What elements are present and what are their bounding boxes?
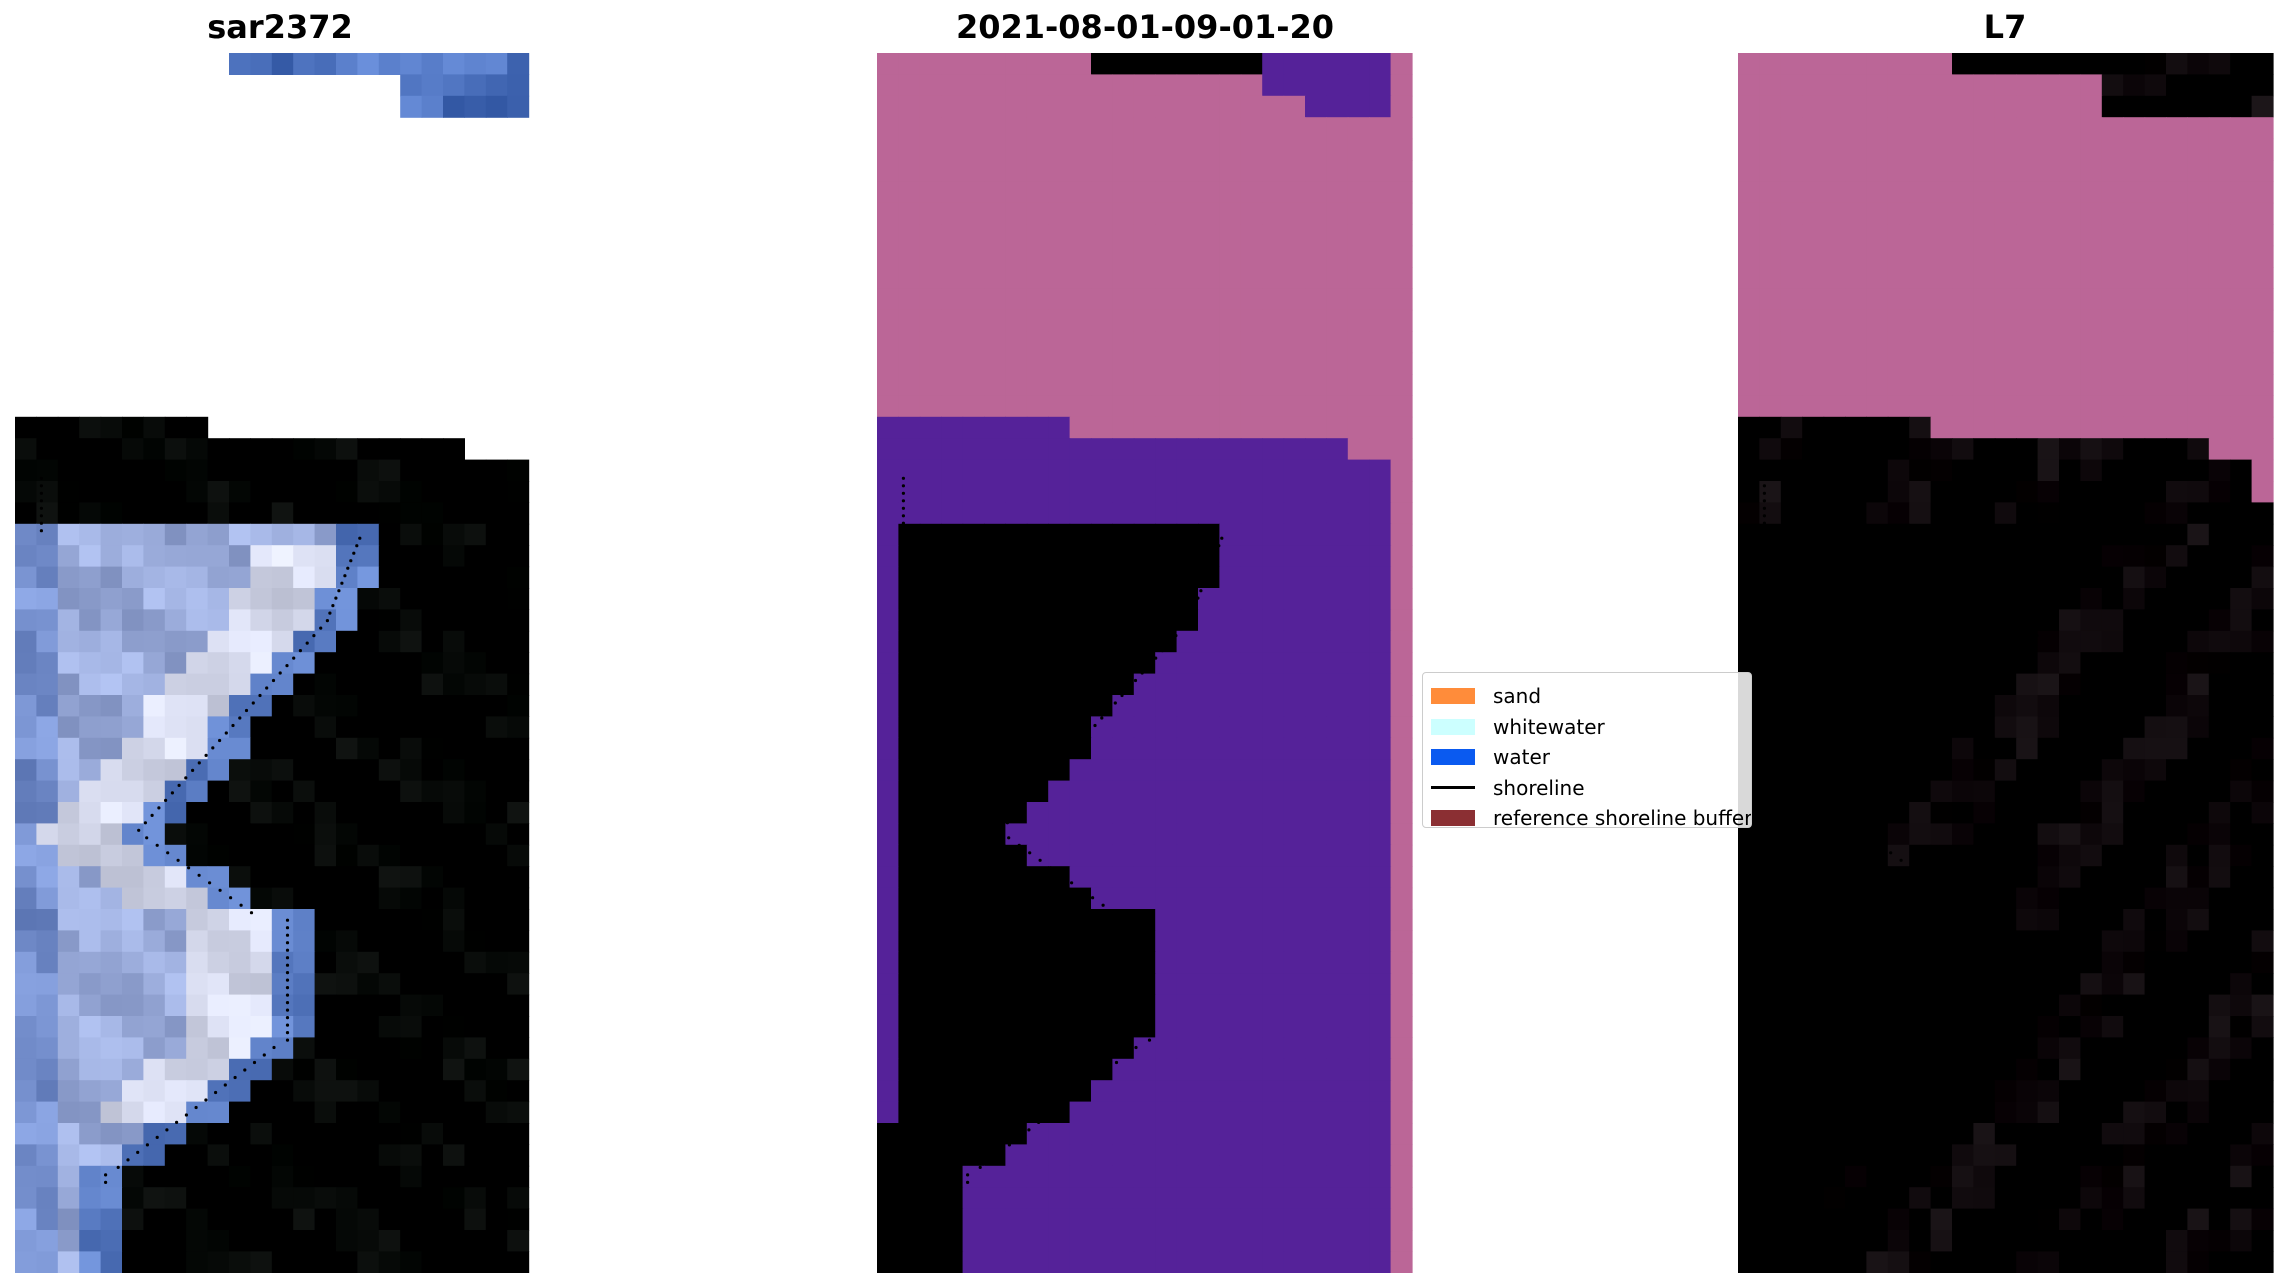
legend-label-water: water xyxy=(1493,745,1550,770)
legend-item-shoreline: shoreline xyxy=(1431,773,1751,804)
rgb-image-panel xyxy=(15,53,530,1273)
reference-buffer-swatch xyxy=(1431,810,1475,827)
rgb-satellite-image xyxy=(15,53,530,1273)
sand-swatch xyxy=(1431,688,1475,705)
classified-image xyxy=(877,53,1413,1273)
panel-title-rgb: sar2372 xyxy=(207,8,353,46)
legend-item-whitewater: whitewater xyxy=(1431,712,1751,743)
shoreline-swatch xyxy=(1431,786,1475,790)
legend: sand whitewater water shoreline referenc… xyxy=(1422,672,1752,828)
mndwi-image-panel xyxy=(1738,53,2275,1273)
legend-label-whitewater: whitewater xyxy=(1493,714,1605,739)
legend-item-sand: sand xyxy=(1431,681,1751,712)
whitewater-swatch xyxy=(1431,718,1475,735)
legend-label-shoreline: shoreline xyxy=(1493,775,1585,800)
legend-item-reference-buffer: reference shoreline buffer xyxy=(1431,803,1752,828)
legend-label-reference-buffer: reference shoreline buffer xyxy=(1493,806,1752,828)
panel-title-classification: 2021-08-01-09-01-20 xyxy=(955,8,1335,46)
classification-image-panel xyxy=(877,53,1414,1273)
legend-label-sand: sand xyxy=(1493,684,1542,709)
legend-item-water: water xyxy=(1431,742,1751,773)
water-swatch xyxy=(1431,749,1475,766)
mndwi-image xyxy=(1738,53,2274,1273)
panel-title-mndwi: L7 xyxy=(1983,8,2027,46)
